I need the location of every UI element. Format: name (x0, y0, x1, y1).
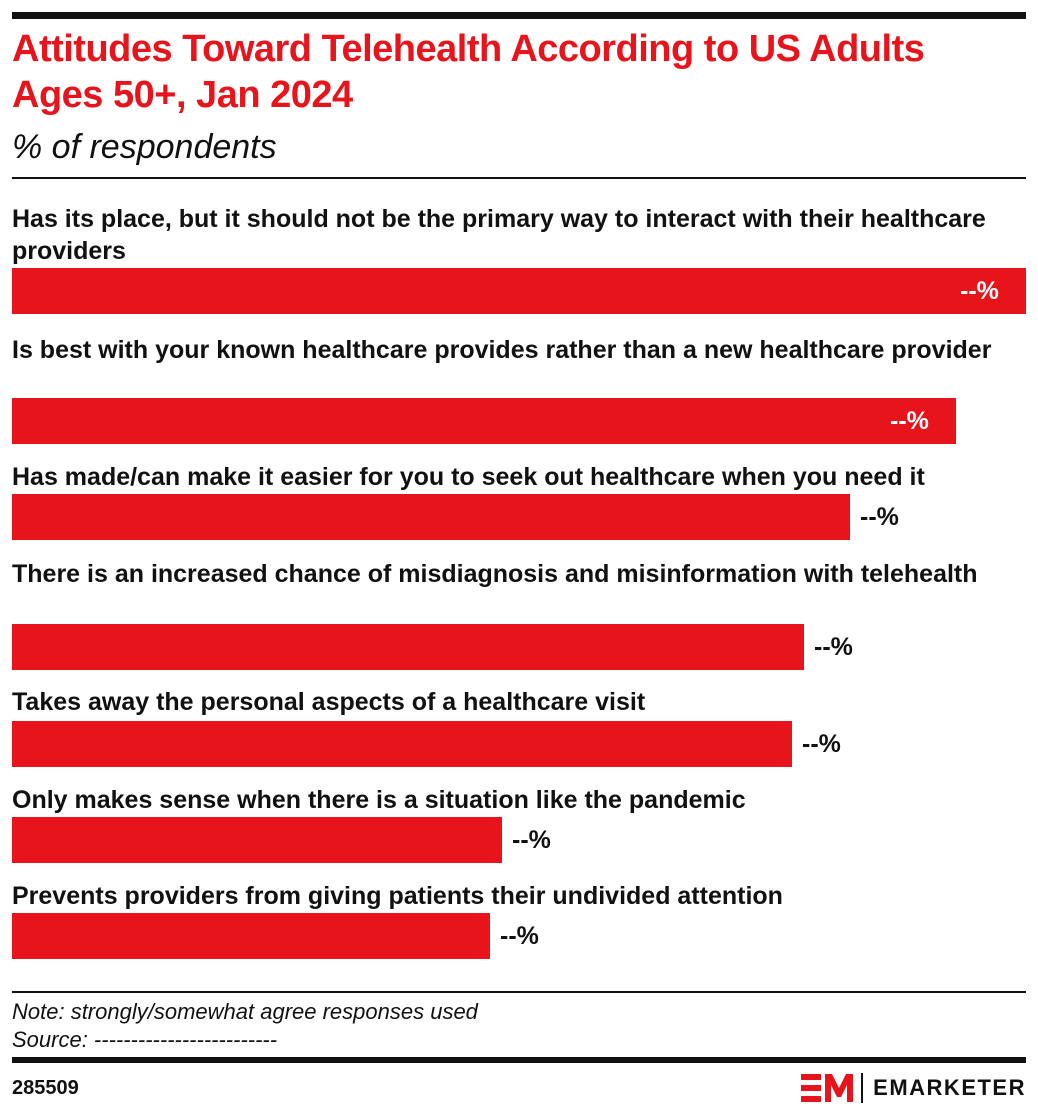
category-label: There is an increased chance of misdiagn… (12, 560, 978, 588)
subtitle-rule (12, 177, 1026, 179)
category-label: Only makes sense when there is a situati… (12, 786, 746, 814)
footer-rule (12, 1057, 1026, 1063)
category-label: Is best with your known healthcare provi… (12, 336, 992, 364)
top-rule (12, 12, 1026, 19)
brand-lockup[interactable]: EMARKETER (801, 1070, 1026, 1106)
category-label: Prevents providers from giving patients … (12, 882, 783, 910)
chart-title: Attitudes Toward Telehealth According to… (12, 28, 925, 116)
data-label: --% (500, 922, 539, 950)
brand-divider (861, 1073, 864, 1103)
chart-id: 285509 (12, 1077, 79, 1099)
chart-source: Source: ------------------------- (12, 1027, 278, 1052)
brand-name: EMARKETER (873, 1075, 1026, 1100)
chart-subtitle: % of respondents (12, 128, 277, 166)
bar (12, 817, 502, 863)
data-label: --% (890, 407, 929, 435)
data-label: --% (860, 503, 899, 531)
emarketer-logo-icon (801, 1074, 854, 1102)
data-label: --% (960, 277, 999, 305)
data-label: --% (802, 730, 841, 758)
data-label: --% (512, 826, 551, 854)
category-label: Takes away the personal aspects of a hea… (12, 688, 646, 716)
bar (12, 721, 792, 767)
category-label: Has made/can make it easier for you to s… (12, 463, 925, 491)
bar (12, 913, 490, 959)
category-label: Has its place, but it should not be the … (12, 205, 986, 265)
bar (12, 268, 1026, 314)
bar (12, 494, 850, 540)
chart-note: Note: strongly/somewhat agree responses … (12, 999, 478, 1024)
bar (12, 398, 956, 444)
bar (12, 624, 804, 670)
notes-rule (12, 991, 1026, 993)
data-label: --% (814, 633, 853, 661)
